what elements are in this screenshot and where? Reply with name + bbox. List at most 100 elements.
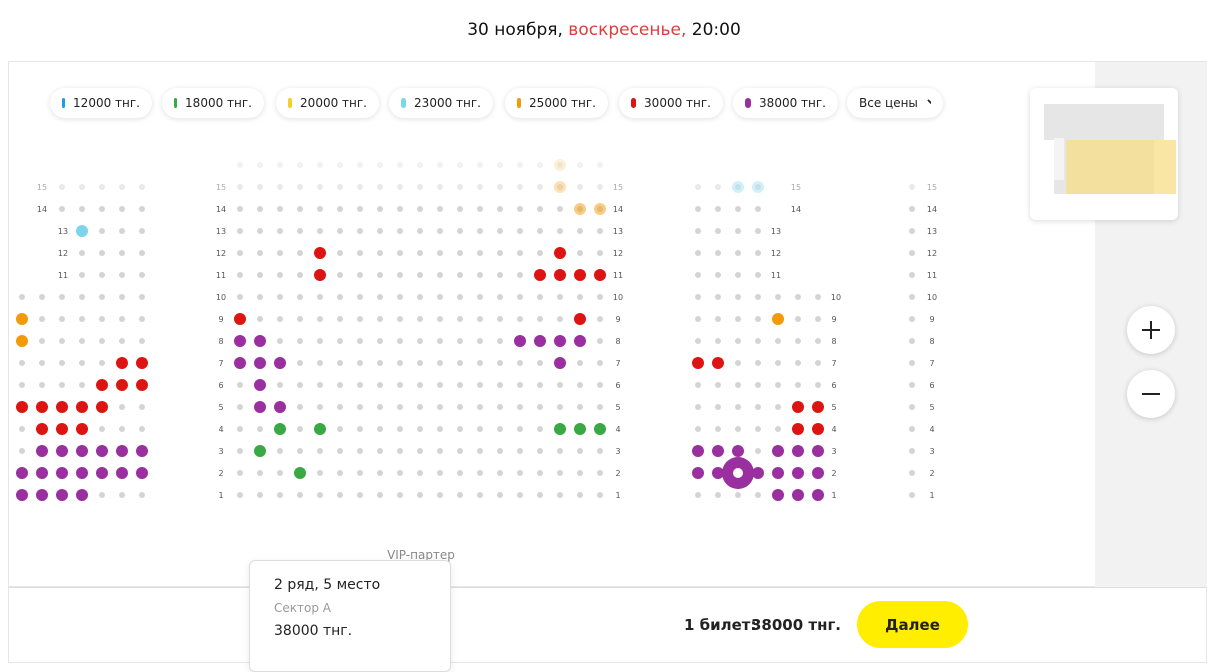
seat[interactable] xyxy=(755,426,761,432)
seat[interactable] xyxy=(457,162,463,168)
seat[interactable] xyxy=(597,492,603,498)
seat[interactable] xyxy=(537,382,543,388)
seat[interactable] xyxy=(695,228,701,234)
seat[interactable] xyxy=(557,492,563,498)
seat[interactable] xyxy=(357,492,363,498)
seat[interactable] xyxy=(76,445,88,457)
seat[interactable] xyxy=(136,357,148,369)
seat[interactable] xyxy=(16,401,28,413)
seat[interactable] xyxy=(277,492,283,498)
seat[interactable] xyxy=(557,184,563,190)
seat[interactable] xyxy=(337,184,343,190)
seat[interactable] xyxy=(477,272,483,278)
seat[interactable] xyxy=(139,272,145,278)
seat[interactable] xyxy=(417,338,423,344)
seat[interactable] xyxy=(792,423,804,435)
seat[interactable] xyxy=(537,250,543,256)
seat[interactable] xyxy=(297,382,303,388)
seat[interactable] xyxy=(297,294,303,300)
seat[interactable] xyxy=(237,294,243,300)
seat[interactable] xyxy=(497,294,503,300)
seat[interactable] xyxy=(417,492,423,498)
seat[interactable] xyxy=(497,184,503,190)
seat[interactable] xyxy=(557,404,563,410)
seat[interactable] xyxy=(477,206,483,212)
seat[interactable] xyxy=(337,382,343,388)
seat[interactable] xyxy=(752,467,764,479)
seat[interactable] xyxy=(36,423,48,435)
seat[interactable] xyxy=(56,467,68,479)
seat[interactable] xyxy=(257,162,263,168)
seat[interactable] xyxy=(437,338,443,344)
seat[interactable] xyxy=(437,228,443,234)
seat[interactable] xyxy=(517,470,523,476)
seat[interactable] xyxy=(477,294,483,300)
seat[interactable] xyxy=(99,426,105,432)
seat[interactable] xyxy=(397,228,403,234)
seat[interactable] xyxy=(119,426,125,432)
seat[interactable] xyxy=(377,360,383,366)
seat[interactable] xyxy=(76,467,88,479)
seat[interactable] xyxy=(537,206,543,212)
seat[interactable] xyxy=(99,272,105,278)
seat[interactable] xyxy=(735,228,741,234)
seat[interactable] xyxy=(437,426,443,432)
seat[interactable] xyxy=(732,181,744,193)
seat[interactable] xyxy=(357,162,363,168)
seat[interactable] xyxy=(337,294,343,300)
seat[interactable] xyxy=(119,492,125,498)
seat[interactable] xyxy=(277,272,283,278)
seat[interactable] xyxy=(297,360,303,366)
seat[interactable] xyxy=(237,250,243,256)
seat[interactable] xyxy=(477,250,483,256)
seat[interactable] xyxy=(909,228,915,234)
seat[interactable] xyxy=(457,492,463,498)
seat[interactable] xyxy=(735,294,741,300)
seat[interactable] xyxy=(377,272,383,278)
seat[interactable] xyxy=(792,401,804,413)
seat[interactable] xyxy=(715,294,721,300)
seat[interactable] xyxy=(337,228,343,234)
seat[interactable] xyxy=(909,316,915,322)
seat[interactable] xyxy=(139,492,145,498)
seat[interactable] xyxy=(477,228,483,234)
seat[interactable] xyxy=(377,184,383,190)
seat[interactable] xyxy=(517,448,523,454)
seat[interactable] xyxy=(497,316,503,322)
seat[interactable] xyxy=(357,294,363,300)
seat[interactable] xyxy=(577,360,583,366)
seat[interactable] xyxy=(297,184,303,190)
seat[interactable] xyxy=(557,228,563,234)
seat[interactable] xyxy=(237,492,243,498)
seat[interactable] xyxy=(577,470,583,476)
seat[interactable] xyxy=(795,338,801,344)
seat[interactable] xyxy=(477,448,483,454)
seat[interactable] xyxy=(234,357,246,369)
seat[interactable] xyxy=(397,448,403,454)
seat[interactable] xyxy=(695,250,701,256)
seat[interactable] xyxy=(497,338,503,344)
seat[interactable] xyxy=(554,423,566,435)
next-button[interactable]: Далее xyxy=(857,601,968,648)
price-filter[interactable]: 38000 тнг. xyxy=(733,88,838,118)
seat[interactable] xyxy=(397,206,403,212)
seat[interactable] xyxy=(139,316,145,322)
seat[interactable] xyxy=(377,228,383,234)
seat[interactable] xyxy=(557,162,563,168)
seat[interactable] xyxy=(417,206,423,212)
seat[interactable] xyxy=(597,382,603,388)
seat[interactable] xyxy=(597,404,603,410)
seat[interactable] xyxy=(755,404,761,410)
seat[interactable] xyxy=(909,448,915,454)
seat[interactable] xyxy=(119,228,125,234)
seat[interactable] xyxy=(377,426,383,432)
seat[interactable] xyxy=(755,492,761,498)
seat[interactable] xyxy=(477,404,483,410)
seat[interactable] xyxy=(457,360,463,366)
seat[interactable] xyxy=(257,470,263,476)
seat[interactable] xyxy=(397,316,403,322)
seat[interactable] xyxy=(909,426,915,432)
seat[interactable] xyxy=(695,338,701,344)
seat[interactable] xyxy=(139,228,145,234)
seat[interactable] xyxy=(812,467,824,479)
